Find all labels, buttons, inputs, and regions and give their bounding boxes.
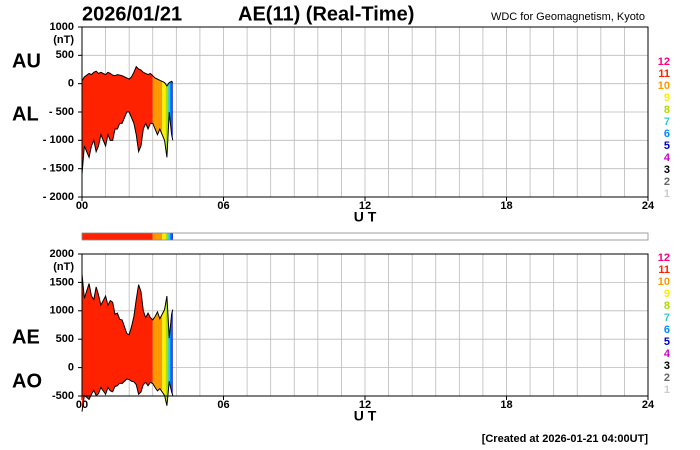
series-name: AU — [12, 50, 41, 72]
plot-frame — [81, 26, 649, 198]
series-name: AE — [12, 326, 40, 348]
y-tick-label: 1500 — [50, 276, 74, 288]
y-tick-label: 0 — [68, 78, 74, 90]
y-tick-label: - 1000 — [43, 134, 74, 146]
legend-label: 6 — [664, 324, 670, 336]
coverage-band — [169, 314, 172, 393]
legend-label: 2 — [664, 372, 670, 384]
coverage-bar — [152, 233, 163, 240]
series-name: AO — [12, 370, 42, 392]
coverage-bar — [162, 233, 166, 240]
coverage-band — [171, 309, 173, 396]
title: AE(11) (Real-Time) — [238, 3, 414, 25]
y-tick-label: -500 — [52, 390, 74, 402]
coverage-bar — [168, 233, 170, 240]
y-tick-label: - 2000 — [43, 191, 74, 203]
legend-label: 4 — [664, 152, 671, 164]
x-tick-label: 12 — [359, 200, 371, 212]
coverage-bar-frame — [81, 232, 649, 241]
x-axis-label: U T — [354, 209, 377, 225]
plot-frame — [81, 253, 649, 397]
series-line — [81, 273, 174, 339]
legend-label: 1 — [664, 188, 670, 200]
date: 2026/01/21 — [82, 3, 182, 25]
legend-label: 12 — [658, 252, 670, 264]
series-line — [81, 111, 174, 175]
coverage-bar — [169, 233, 172, 240]
legend-label: 10 — [658, 80, 670, 92]
coverage-band — [162, 302, 166, 401]
y-tick-label: 2000 — [50, 248, 74, 260]
x-tick-label: 06 — [217, 399, 229, 411]
y-tick-label: - 1500 — [43, 163, 74, 175]
y-unit: (nT) — [53, 261, 74, 273]
legend-label: 10 — [658, 276, 670, 288]
legend-label: 5 — [664, 140, 670, 152]
legend-label: 9 — [664, 92, 670, 104]
x-tick-label: 18 — [500, 200, 512, 212]
coverage-band — [169, 81, 172, 135]
x-tick-label: 24 — [642, 399, 655, 411]
x-tick-label: 18 — [500, 399, 512, 411]
coverage-band — [165, 296, 169, 406]
y-tick-label: - 500 — [49, 106, 74, 118]
legend-label: 4 — [664, 348, 671, 360]
coverage-band — [152, 311, 163, 393]
series-line — [81, 65, 174, 87]
footer: [Created at 2026-01-21 04:00UT] — [482, 433, 649, 445]
y-tick-label: 500 — [56, 333, 74, 345]
coverage-bar — [82, 233, 153, 240]
y-tick-label: 500 — [56, 49, 74, 61]
legend-label: 8 — [664, 300, 670, 312]
coverage-band — [82, 66, 153, 175]
x-axis-label: U T — [354, 408, 377, 424]
x-tick-label: 24 — [642, 200, 655, 212]
legend-label: 11 — [658, 68, 670, 80]
coverage-band — [168, 317, 170, 394]
y-tick-label: 1000 — [50, 21, 74, 33]
x-tick-label: 12 — [359, 399, 371, 411]
series-name: AL — [12, 103, 39, 125]
legend-label: 9 — [664, 288, 670, 300]
legend-label: 12 — [658, 56, 670, 68]
coverage-bar — [171, 233, 173, 240]
y-tick-label: 0 — [68, 362, 74, 374]
series-line — [81, 378, 174, 412]
x-tick-label: 06 — [217, 200, 229, 212]
legend-label: 3 — [664, 164, 670, 176]
legend-label: 7 — [664, 116, 670, 128]
legend-label: 1 — [664, 384, 670, 396]
legend-label: 7 — [664, 312, 670, 324]
x-tick-label: 00 — [76, 200, 88, 212]
legend-label: 11 — [658, 264, 670, 276]
coverage-band — [152, 75, 163, 135]
coverage-band — [171, 81, 173, 141]
legend-label: 6 — [664, 128, 670, 140]
legend-label: 5 — [664, 336, 670, 348]
y-tick-label: 1000 — [50, 305, 74, 317]
coverage-bar — [165, 233, 169, 240]
coverage-band — [162, 81, 166, 149]
source: WDC for Geomagnetism, Kyoto — [491, 11, 645, 23]
legend-label: 2 — [664, 176, 670, 188]
legend-label: 3 — [664, 360, 670, 372]
y-unit: (nT) — [53, 34, 74, 46]
legend-label: 8 — [664, 104, 670, 116]
